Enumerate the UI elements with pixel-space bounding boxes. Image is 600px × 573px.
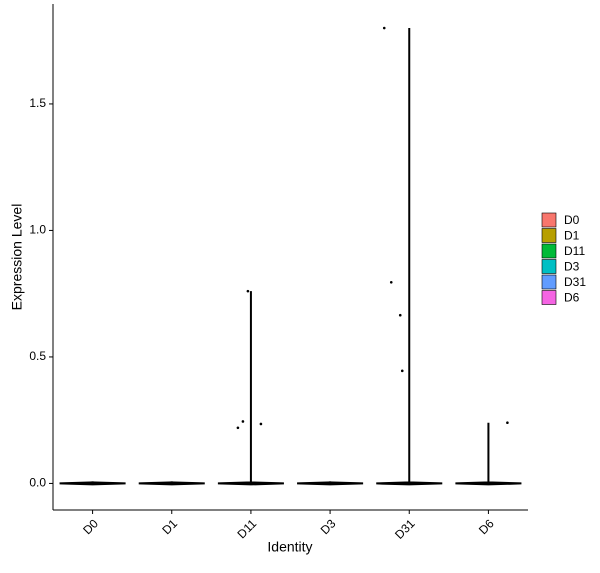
legend-label: D1 [564, 229, 580, 243]
x-axis-label: Identity [267, 539, 312, 555]
point [400, 369, 404, 373]
x-tick-label: D3 [318, 516, 339, 537]
y-tick-label: 1.5 [29, 96, 46, 110]
point [398, 313, 402, 317]
legend-label: D11 [564, 244, 585, 258]
y-tick-label: 0.5 [29, 349, 46, 363]
legend-label: D31 [564, 275, 586, 289]
violin [455, 422, 522, 486]
x-tick-label: D0 [80, 516, 101, 537]
violin [217, 291, 284, 486]
y-tick-label: 1.0 [29, 223, 46, 237]
legend-key [541, 274, 557, 290]
point [506, 421, 509, 425]
violin [297, 481, 364, 486]
x-tick-label: D31 [392, 516, 418, 542]
legend-label: D0 [564, 213, 580, 227]
violin [138, 481, 205, 486]
x-tick-label: D1 [159, 516, 180, 537]
legend-key [541, 290, 557, 305]
point [241, 420, 245, 423]
violin [376, 28, 443, 486]
x-tick-label: D6 [476, 516, 497, 537]
point [382, 26, 386, 30]
point [389, 281, 393, 284]
legend-key [541, 259, 557, 274]
violin [59, 481, 126, 486]
legend-key [541, 212, 557, 228]
point [246, 289, 250, 293]
y-tick-label: 0.0 [29, 476, 46, 490]
y-axis-label: Expression Level [9, 204, 25, 311]
legend-label: D3 [564, 260, 580, 274]
legend-key [541, 228, 557, 243]
legend-key [541, 243, 557, 259]
legend-label: D6 [564, 291, 580, 305]
point [236, 426, 240, 430]
x-tick-label: D11 [234, 516, 259, 541]
point [259, 422, 263, 426]
